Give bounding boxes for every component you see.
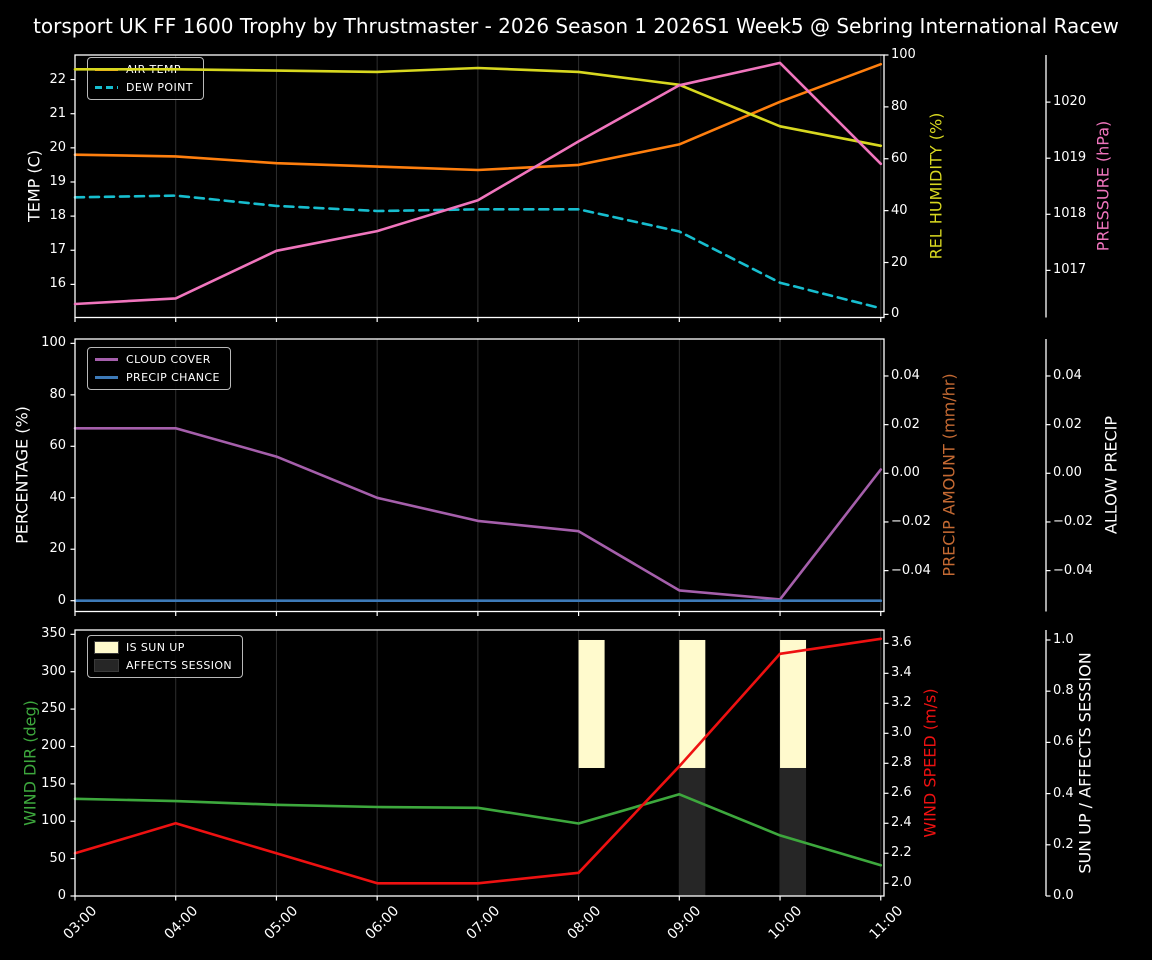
figure-title: torsport UK FF 1600 Trophy by Thrustmast…: [33, 14, 1119, 38]
legend-label: CLOUD COVER: [126, 353, 211, 366]
legend-item-air-temp: AIR TEMP: [95, 63, 193, 76]
legend-temperature: AIR TEMP DEW POINT: [87, 57, 204, 100]
series-wind-dir: [73, 792, 883, 867]
legend-cloud-precip: CLOUD COVER PRECIP CHANCE: [87, 347, 231, 390]
series-cloud-cover: [73, 426, 883, 601]
legend-label: DEW POINT: [126, 81, 193, 94]
legend-label: IS SUN UP: [126, 641, 185, 654]
bar-is-sun-up: [679, 639, 706, 768]
legend-item-dew-point: DEW POINT: [95, 81, 193, 94]
bar-is-sun-up: [578, 639, 605, 768]
affects-session-swatch-icon: [94, 659, 119, 672]
legend-item-cloud-cover: CLOUD COVER: [95, 353, 220, 366]
dew-point-swatch-icon: [95, 86, 118, 89]
legend-label: AIR TEMP: [126, 63, 181, 76]
legend-item-precip-chance: PRECIP CHANCE: [95, 371, 220, 384]
air-temp-swatch-icon: [95, 68, 118, 71]
bar-affects-session: [679, 767, 706, 896]
legend-label: PRECIP CHANCE: [126, 371, 220, 384]
legend-sun: IS SUN UP AFFECTS SESSION: [87, 635, 244, 678]
legend-item-affects-session: AFFECTS SESSION: [94, 659, 233, 672]
is-sun-up-swatch-icon: [94, 641, 119, 654]
legend-label: AFFECTS SESSION: [126, 659, 233, 672]
legend-item-is-sun-up: IS SUN UP: [94, 641, 232, 654]
bar-is-sun-up: [780, 639, 807, 768]
cloud-cover-swatch-icon: [95, 358, 118, 361]
panel-frame-cloud-precipitation: [74, 338, 885, 613]
series-wind-speed: [73, 637, 883, 885]
bar-affects-session: [780, 767, 807, 896]
precip-chance-swatch-icon: [95, 376, 118, 379]
